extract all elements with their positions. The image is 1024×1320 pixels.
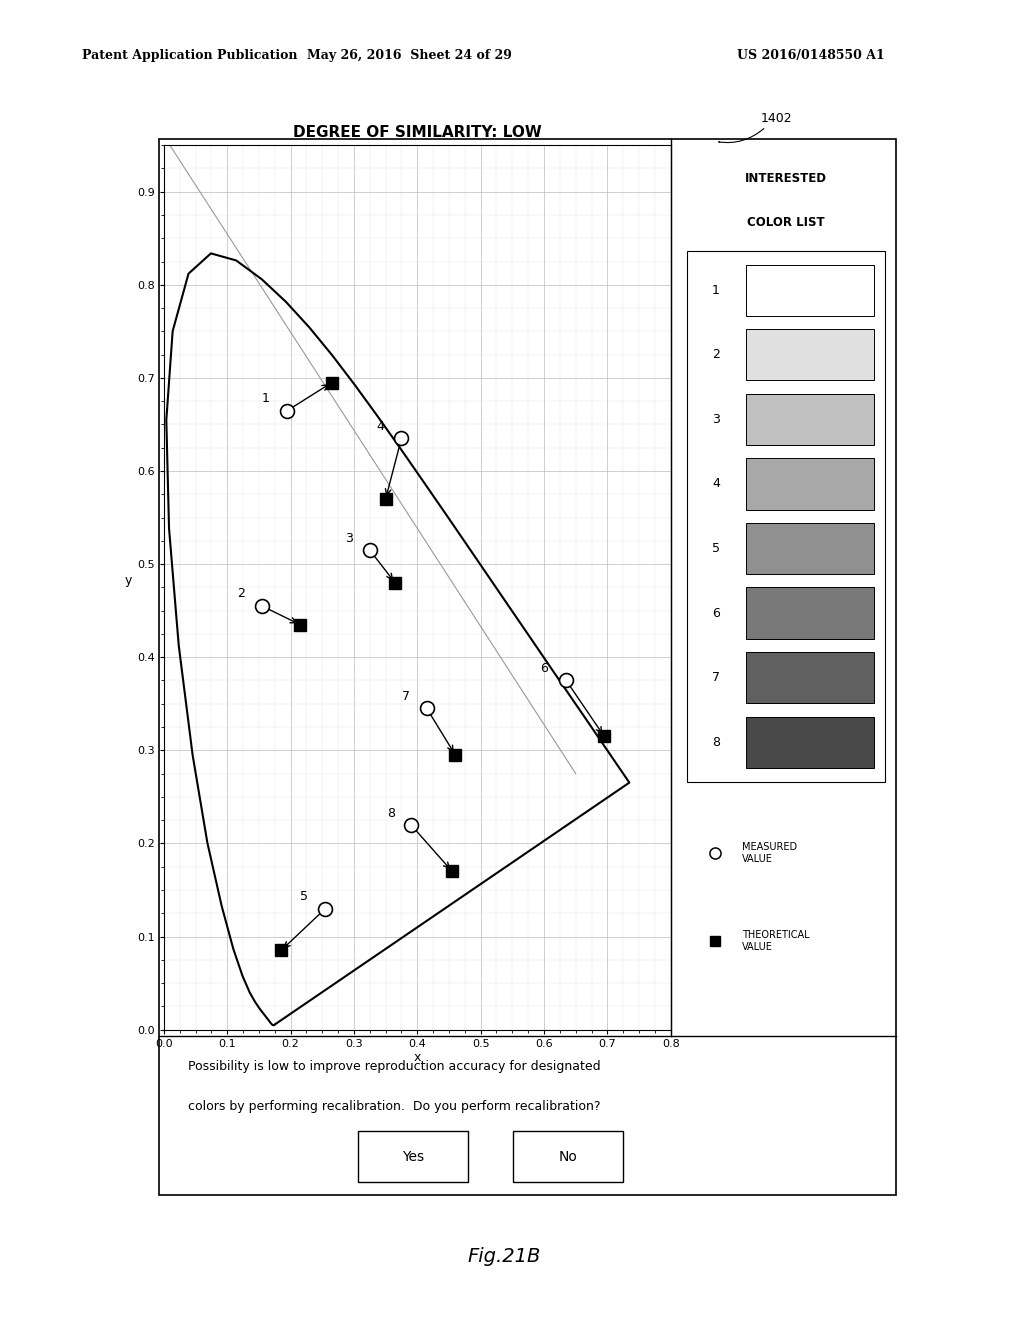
Text: 6: 6 (540, 661, 548, 675)
X-axis label: x: x (414, 1052, 421, 1064)
Text: 2: 2 (238, 587, 245, 601)
Text: colors by performing recalibration.  Do you perform recalibration?: colors by performing recalibration. Do y… (188, 1100, 601, 1113)
Text: 8: 8 (387, 807, 394, 820)
Text: 2: 2 (712, 348, 720, 362)
Text: US 2016/0148550 A1: US 2016/0148550 A1 (737, 49, 885, 62)
Text: 6: 6 (712, 607, 720, 619)
Bar (513, 1131, 624, 1181)
Text: 8: 8 (712, 735, 720, 748)
Text: 1: 1 (712, 284, 720, 297)
Text: 3: 3 (712, 413, 720, 426)
Bar (746, 652, 873, 704)
Text: 1: 1 (261, 392, 269, 405)
Text: 5: 5 (300, 890, 308, 903)
Text: 5: 5 (712, 543, 720, 554)
Bar (746, 458, 873, 510)
Text: 7: 7 (401, 690, 410, 702)
Text: 4: 4 (712, 478, 720, 491)
Text: Patent Application Publication: Patent Application Publication (82, 49, 297, 62)
Bar (746, 393, 873, 445)
Bar (746, 587, 873, 639)
Text: COLOR LIST: COLOR LIST (748, 216, 824, 228)
Text: 4: 4 (377, 420, 384, 433)
Text: 7: 7 (712, 671, 720, 684)
Bar (746, 717, 873, 768)
Text: MEASURED
VALUE: MEASURED VALUE (741, 842, 797, 863)
Text: INTERESTED: INTERESTED (744, 172, 827, 185)
Title: DEGREE OF SIMILARITY: LOW: DEGREE OF SIMILARITY: LOW (293, 125, 542, 140)
Bar (357, 1131, 468, 1181)
Text: No: No (558, 1150, 578, 1164)
Bar (746, 523, 873, 574)
Bar (746, 329, 873, 380)
Text: THEORETICAL
VALUE: THEORETICAL VALUE (741, 931, 810, 952)
Text: May 26, 2016  Sheet 24 of 29: May 26, 2016 Sheet 24 of 29 (307, 49, 512, 62)
Y-axis label: y: y (125, 574, 132, 587)
Text: Possibility is low to improve reproduction accuracy for designated: Possibility is low to improve reproducti… (188, 1060, 601, 1073)
Text: 3: 3 (345, 532, 353, 545)
Bar (746, 264, 873, 315)
Text: 1402: 1402 (761, 112, 792, 125)
Text: Yes: Yes (402, 1150, 424, 1164)
Text: Fig.21B: Fig.21B (467, 1247, 541, 1266)
